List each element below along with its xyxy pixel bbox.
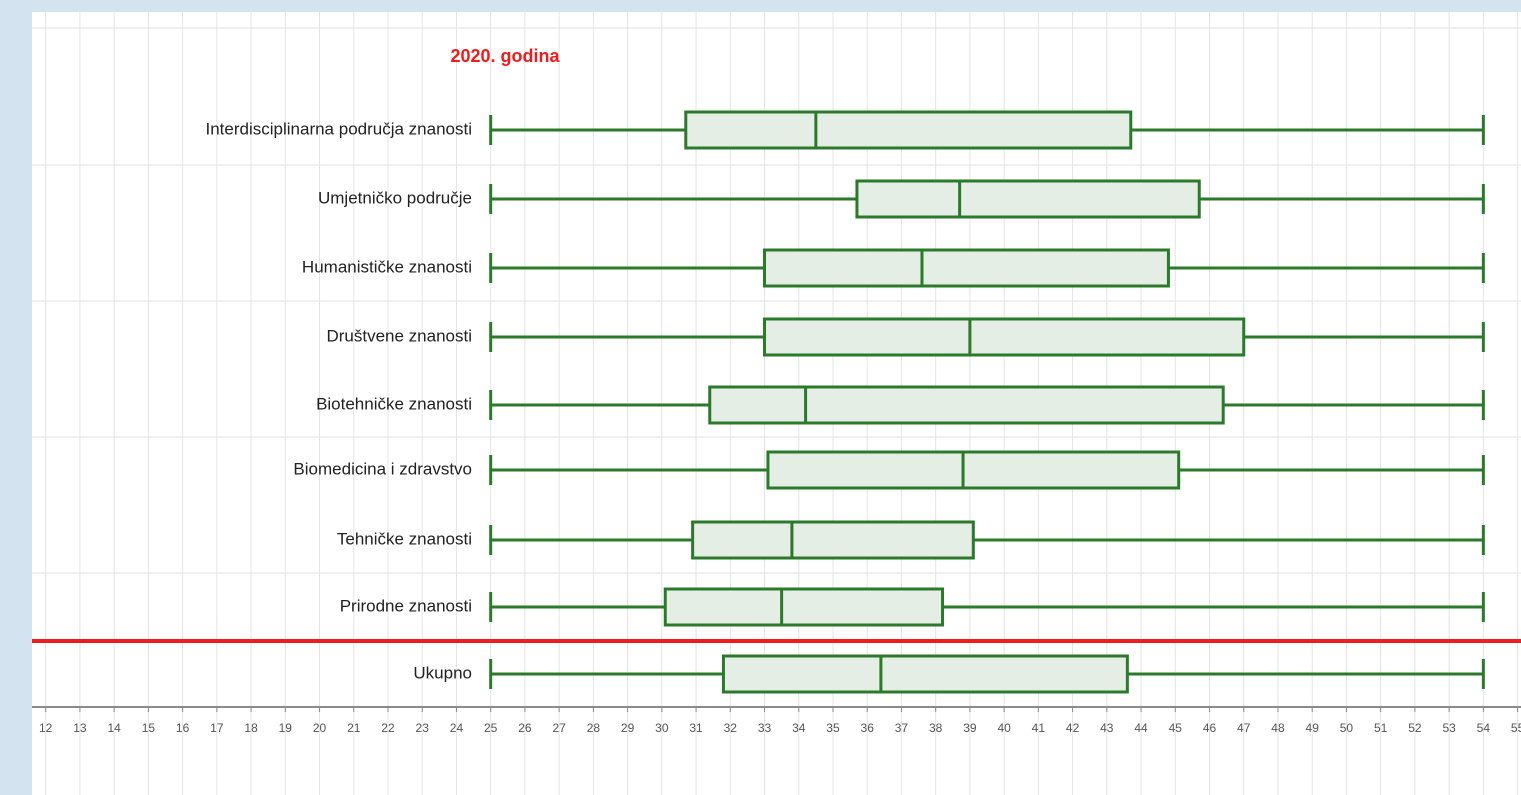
x-tick-label: 43 (1100, 721, 1114, 735)
x-tick-label: 24 (450, 721, 464, 735)
category-label: Umjetničko područje (318, 188, 472, 207)
x-tick-label: 41 (1032, 721, 1046, 735)
x-tick-label: 34 (792, 721, 806, 735)
x-tick-label: 53 (1442, 721, 1456, 735)
category-label: Humanističke znanosti (302, 257, 472, 276)
box (663, 587, 945, 627)
category-label: Biomedicina i zdravstvo (293, 459, 472, 478)
category-label: Interdisciplinarna područja znanosti (206, 119, 473, 138)
x-tick-label: 37 (895, 721, 909, 735)
x-tick-label: 42 (1066, 721, 1080, 735)
x-tick-label: 40 (997, 721, 1011, 735)
x-tick-label: 48 (1271, 721, 1285, 735)
x-tick-label: 36 (861, 721, 875, 735)
x-tick-label: 25 (484, 721, 498, 735)
box (763, 317, 1246, 357)
box (763, 248, 1170, 288)
x-tick-label: 17 (210, 721, 224, 735)
x-tick-label: 52 (1408, 721, 1422, 735)
x-tick-label: 22 (381, 721, 395, 735)
x-tick-label: 19 (279, 721, 293, 735)
x-tick-label: 18 (244, 721, 258, 735)
x-tick-label: 33 (758, 721, 772, 735)
x-tick-label: 51 (1374, 721, 1388, 735)
x-tick-label: 16 (176, 721, 190, 735)
x-tick-label: 20 (313, 721, 327, 735)
x-tick-label: 14 (107, 721, 121, 735)
x-tick-label: 39 (963, 721, 977, 735)
box (708, 385, 1225, 425)
category-label: Ukupno (413, 663, 472, 682)
x-tick-label: 46 (1203, 721, 1217, 735)
box (766, 450, 1181, 490)
x-tick-label: 26 (518, 721, 532, 735)
x-tick-label: 29 (621, 721, 635, 735)
box (721, 654, 1129, 694)
x-tick-label: 50 (1340, 721, 1354, 735)
x-tick-label: 31 (689, 721, 703, 735)
x-tick-label: 23 (416, 721, 430, 735)
x-tick-label: 55 (1511, 721, 1521, 735)
x-tick-label: 13 (73, 721, 87, 735)
x-tick-label: 21 (347, 721, 361, 735)
box (855, 179, 1201, 219)
x-tick-label: 54 (1477, 721, 1491, 735)
box (691, 520, 975, 560)
x-tick-label: 12 (39, 721, 53, 735)
category-label: Društvene znanosti (326, 326, 472, 345)
x-tick-label: 45 (1169, 721, 1183, 735)
x-tick-label: 15 (142, 721, 156, 735)
box (684, 110, 1133, 150)
x-tick-label: 35 (826, 721, 840, 735)
category-label: Prirodne znanosti (340, 596, 472, 615)
category-label: Tehničke znanosti (337, 529, 472, 548)
x-tick-label: 27 (552, 721, 566, 735)
x-tick-label: 32 (724, 721, 738, 735)
category-label: Biotehničke znanosti (316, 394, 472, 413)
row-separators (32, 27, 1521, 574)
chart-title: 2020. godina (450, 46, 560, 66)
x-tick-label: 49 (1306, 721, 1320, 735)
x-tick-label: 47 (1237, 721, 1251, 735)
x-tick-label: 44 (1134, 721, 1148, 735)
x-tick-label: 38 (929, 721, 943, 735)
x-tick-label: 30 (655, 721, 669, 735)
x-tick-label: 28 (587, 721, 601, 735)
